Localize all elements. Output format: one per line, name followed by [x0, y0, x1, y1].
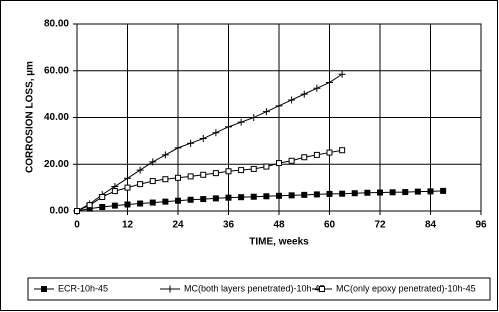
marker — [124, 174, 131, 182]
y-tick-label: 80.00 — [44, 19, 69, 30]
marker — [124, 184, 131, 191]
legend-label: ECR-10h-45 — [58, 283, 108, 293]
marker — [149, 199, 156, 206]
marker — [187, 139, 195, 147]
marker — [250, 165, 257, 172]
marker — [351, 190, 358, 197]
marker — [338, 70, 346, 78]
marker — [137, 200, 144, 207]
marker — [175, 197, 181, 204]
legend-label: MC(both layers penetrated)-10h-45 — [184, 283, 325, 293]
marker — [276, 160, 282, 167]
x-tick-label: 36 — [223, 220, 235, 231]
marker — [149, 158, 157, 166]
marker — [276, 192, 282, 199]
marker — [124, 201, 131, 208]
marker — [263, 163, 270, 170]
y-tick-label: 40.00 — [44, 112, 69, 123]
y-tick-label: 0.00 — [50, 206, 70, 217]
marker — [162, 198, 169, 205]
marker — [200, 196, 207, 203]
marker — [237, 118, 245, 126]
y-tick-label: 60.00 — [44, 65, 69, 76]
marker — [288, 157, 295, 164]
marker — [212, 170, 219, 177]
x-tick-label: 84 — [425, 220, 437, 231]
marker — [319, 286, 325, 292]
marker — [301, 191, 308, 198]
marker — [187, 196, 194, 203]
marker — [313, 151, 320, 158]
marker — [149, 178, 156, 185]
marker — [187, 173, 194, 180]
marker — [162, 176, 169, 183]
marker — [166, 285, 174, 293]
marker — [275, 102, 283, 110]
marker — [262, 108, 270, 116]
legend-box — [27, 277, 491, 301]
marker — [86, 202, 93, 209]
marker — [74, 208, 80, 214]
marker — [402, 189, 409, 196]
marker — [414, 188, 421, 195]
marker — [326, 149, 333, 156]
marker — [200, 171, 207, 178]
series-line — [76, 149, 343, 212]
marker — [225, 168, 232, 175]
marker — [111, 188, 118, 195]
marker — [99, 193, 106, 200]
marker — [99, 204, 106, 211]
marker — [440, 187, 447, 194]
marker — [250, 114, 258, 121]
marker — [364, 189, 371, 196]
marker — [313, 191, 320, 198]
marker — [41, 286, 47, 292]
marker — [225, 194, 232, 201]
y-tick-label: 20.00 — [44, 159, 69, 170]
x-tick-label: 60 — [324, 220, 336, 231]
marker — [238, 194, 245, 201]
y-axis-label: CORROSION LOSS, µm — [25, 61, 36, 173]
x-tick-label: 96 — [475, 220, 487, 231]
marker — [389, 189, 396, 196]
marker — [300, 90, 308, 98]
marker — [288, 96, 296, 104]
marker — [377, 189, 383, 196]
marker — [263, 193, 270, 200]
marker — [326, 78, 333, 86]
marker — [212, 195, 219, 202]
x-tick-label: 48 — [273, 220, 285, 231]
marker — [288, 192, 295, 199]
marker — [225, 123, 232, 131]
marker — [326, 190, 333, 197]
x-tick-label: 12 — [122, 220, 134, 231]
marker — [427, 188, 434, 195]
marker — [137, 181, 144, 188]
marker — [175, 174, 181, 181]
marker — [238, 167, 245, 174]
marker — [199, 135, 207, 143]
x-tick-label: 72 — [374, 220, 386, 231]
marker — [136, 166, 144, 174]
marker — [212, 129, 220, 137]
marker — [301, 154, 308, 161]
marker — [174, 144, 182, 152]
legend-label: MC(only epoxy penetrated)-10h-45 — [336, 283, 476, 293]
x-axis-label: TIME, weeks — [249, 237, 309, 248]
series-line — [76, 73, 343, 212]
x-tick-label: 0 — [74, 220, 80, 231]
marker — [250, 193, 257, 200]
marker — [339, 147, 346, 154]
marker — [313, 84, 321, 92]
marker — [111, 202, 118, 209]
x-tick-label: 24 — [172, 220, 184, 231]
marker — [339, 190, 346, 197]
marker — [161, 151, 169, 159]
